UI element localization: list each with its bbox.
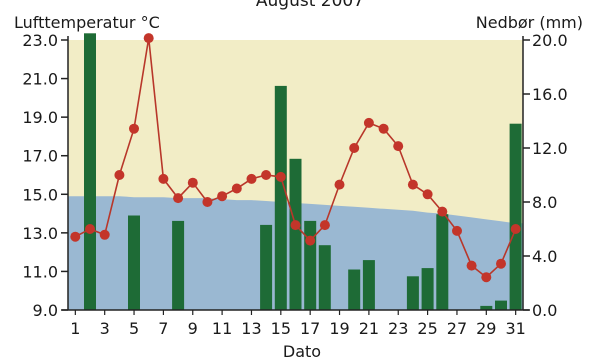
temperature-points xyxy=(70,33,521,283)
temperature-point xyxy=(70,231,81,242)
x-tick-label: 29 xyxy=(476,319,496,338)
temperature-point xyxy=(217,191,228,202)
x-tick-label: 19 xyxy=(329,319,349,338)
x-tick-label: 7 xyxy=(158,319,168,338)
left-tick-label: 13.0 xyxy=(22,224,58,243)
x-tick-label: 15 xyxy=(271,319,291,338)
right-tick-label: 12.0 xyxy=(532,139,568,158)
right-tick-label: 16.0 xyxy=(532,85,568,104)
temperature-point xyxy=(510,224,521,234)
temperature-point xyxy=(99,229,110,240)
temperature-point xyxy=(422,189,433,200)
left-tick-label: 15.0 xyxy=(22,185,58,204)
temperature-point xyxy=(246,173,257,184)
temperature-point xyxy=(261,170,272,180)
right-tick-label: 4.0 xyxy=(532,247,557,266)
x-tick-label: 3 xyxy=(100,319,110,338)
precipitation-bar xyxy=(509,123,522,310)
temperature-point xyxy=(349,143,360,153)
temperature-point xyxy=(334,179,345,190)
x-tick-label: 13 xyxy=(241,319,261,338)
temperature-point xyxy=(437,206,448,217)
temperature-point xyxy=(363,117,374,128)
left-tick-label: 21.0 xyxy=(22,70,58,89)
precipitation-bar xyxy=(304,220,317,310)
temperature-point xyxy=(143,33,154,44)
left-tick-label: 17.0 xyxy=(22,147,58,166)
left-tick-label: 11.0 xyxy=(22,262,58,281)
temperature-point xyxy=(231,183,242,194)
temperature-point xyxy=(187,177,198,188)
precipitation-bar xyxy=(348,269,361,310)
x-tick-label: 1 xyxy=(70,319,80,338)
precipitation-bar xyxy=(318,245,331,310)
temperature-point xyxy=(158,173,169,184)
chart-ticks: 9.0 11.0 13.0 15.0 17.0 19.0 21.0 23.0 0.0 4.0 8.0… xyxy=(22,31,567,338)
right-tick-label: 20.0 xyxy=(532,31,568,50)
temperature-point xyxy=(393,141,404,152)
precipitation-bar xyxy=(421,268,434,310)
x-tick-label: 31 xyxy=(505,319,525,338)
x-axis-label: Dato xyxy=(283,342,321,361)
temperature-point xyxy=(290,220,301,231)
chart-title: August 2007 xyxy=(256,0,364,11)
right-tick-label: 8.0 xyxy=(532,193,557,212)
temperature-point xyxy=(378,123,389,134)
right-axis-label: Nedbør (mm) xyxy=(476,13,583,32)
precipitation-bar xyxy=(274,85,287,311)
precipitation-bar xyxy=(289,158,302,310)
x-tick-label: 21 xyxy=(359,319,379,338)
x-tick-label: 23 xyxy=(388,319,408,338)
chart-axes xyxy=(62,36,529,311)
temperature-point xyxy=(452,225,462,236)
precipitation-bars xyxy=(84,33,522,311)
temperature-point xyxy=(481,272,492,283)
temperature-point xyxy=(129,123,139,134)
precipitation-bar xyxy=(172,220,185,310)
left-tick-label: 23.0 xyxy=(22,31,58,50)
left-tick-label: 19.0 xyxy=(22,108,58,127)
temperature-point xyxy=(496,258,506,269)
right-tick-label: 0.0 xyxy=(532,301,557,320)
x-tick-label: 11 xyxy=(212,319,232,338)
x-tick-label: 5 xyxy=(129,319,139,338)
precipitation-bar xyxy=(128,215,140,310)
precipitation-bar xyxy=(480,305,493,310)
precipitation-bar xyxy=(84,33,96,311)
precipitation-bar xyxy=(260,224,273,310)
temperature-point xyxy=(407,179,418,190)
temperature-point xyxy=(466,260,477,271)
temperature-point xyxy=(173,193,184,204)
precipitation-bar xyxy=(406,276,419,311)
temperature-point xyxy=(85,224,95,234)
temperature-point xyxy=(202,197,213,207)
temperature-point xyxy=(319,220,330,231)
left-tick-label: 9.0 xyxy=(33,301,58,320)
temperature-point xyxy=(305,235,316,246)
left-axis-label: Lufttemperatur °C xyxy=(14,13,160,32)
temperature-point xyxy=(275,171,286,182)
x-tick-label: 17 xyxy=(300,319,320,338)
precipitation-bar xyxy=(436,214,449,310)
x-tick-label: 25 xyxy=(417,319,437,338)
x-tick-label: 27 xyxy=(447,319,467,338)
precipitation-bar xyxy=(495,300,507,310)
precipitation-bar xyxy=(362,260,375,310)
temperature-point xyxy=(114,170,125,180)
x-tick-label: 9 xyxy=(188,319,198,338)
